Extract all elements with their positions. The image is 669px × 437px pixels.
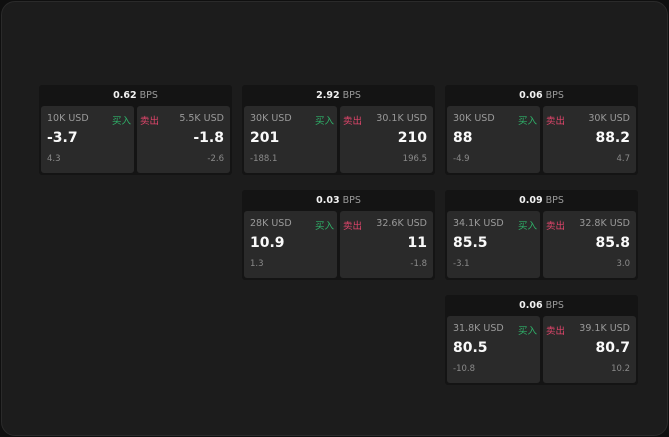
spread-unit: BPS [545,90,564,101]
sell-quote-panel[interactable]: 39.1K USD 卖出 80.7 10.2 [543,316,636,383]
spread-value: 0.06 [519,90,543,101]
buy-size: 34.1K USD [453,218,504,229]
sell-quote-panel[interactable]: 5.5K USD 卖出 -1.8 -2.6 [137,106,230,173]
spread-unit: BPS [342,195,361,206]
sell-label: 卖出 [546,116,566,127]
spread-value: 0.03 [316,195,340,206]
buy-size: 31.8K USD [453,323,504,334]
sell-size: 32.6K USD [376,218,427,229]
sell-quote-panel[interactable]: 32.6K USD 卖出 11 -1.8 [340,211,433,278]
sell-size: 32.8K USD [579,218,630,229]
sell-delta: 4.7 [616,154,630,164]
buy-delta: -188.1 [250,154,278,164]
quote-card: 0.06 BPS 30K USD 买入 88 -4.9 30K USD 卖出 8… [445,85,638,175]
sell-price: 80.7 [595,340,630,356]
sell-label: 卖出 [343,116,363,127]
quote-panels: 34.1K USD 买入 85.5 -3.1 32.8K USD 卖出 85.8… [445,211,638,278]
buy-price: 88 [453,130,473,146]
buy-size: 30K USD [453,113,495,124]
spread-header: 2.92 BPS [242,85,435,106]
buy-price: 10.9 [250,235,285,251]
quote-card: 0.06 BPS 31.8K USD 买入 80.5 -10.8 39.1K U… [445,295,638,385]
quote-panels: 28K USD 买入 10.9 1.3 32.6K USD 卖出 11 -1.8 [242,211,435,278]
sell-quote-panel[interactable]: 32.8K USD 卖出 85.8 3.0 [543,211,636,278]
sell-delta: 10.2 [611,364,630,374]
buy-label: 买入 [314,116,334,127]
buy-quote-panel[interactable]: 30K USD 买入 201 -188.1 [244,106,337,173]
sell-price: 11 [407,235,427,251]
buy-quote-panel[interactable]: 28K USD 买入 10.9 1.3 [244,211,337,278]
buy-quote-panel[interactable]: 10K USD 买入 -3.7 4.3 [41,106,134,173]
buy-size: 30K USD [250,113,292,124]
sell-quote-panel[interactable]: 30.1K USD 卖出 210 196.5 [340,106,433,173]
spread-value: 0.06 [519,300,543,311]
buy-delta: -3.1 [453,259,470,269]
quote-panels: 30K USD 买入 201 -188.1 30.1K USD 卖出 210 1… [242,106,435,173]
buy-delta: 4.3 [47,154,61,164]
spread-value: 2.92 [316,90,340,101]
spread-unit: BPS [545,195,564,206]
sell-price: 210 [397,130,427,146]
sell-label: 卖出 [343,221,363,232]
spread-value: 0.09 [519,195,543,206]
buy-label: 买入 [314,221,334,232]
spread-header: 0.09 BPS [445,190,638,211]
sell-delta: -1.8 [410,259,427,269]
spread-header: 0.06 BPS [445,295,638,316]
buy-delta: -4.9 [453,154,470,164]
buy-price: 201 [250,130,280,146]
buy-price: 80.5 [453,340,488,356]
buy-quote-panel[interactable]: 34.1K USD 买入 85.5 -3.1 [447,211,540,278]
spread-unit: BPS [342,90,361,101]
spread-header: 0.62 BPS [39,85,232,106]
buy-size: 10K USD [47,113,89,124]
buy-size: 28K USD [250,218,292,229]
quote-panels: 31.8K USD 买入 80.5 -10.8 39.1K USD 卖出 80.… [445,316,638,383]
sell-quote-panel[interactable]: 30K USD 卖出 88.2 4.7 [543,106,636,173]
quote-card: 2.92 BPS 30K USD 买入 201 -188.1 30.1K USD… [242,85,435,175]
buy-price: -3.7 [47,130,78,146]
sell-delta: 196.5 [402,154,427,164]
buy-delta: -10.8 [453,364,475,374]
sell-size: 30.1K USD [376,113,427,124]
sell-price: -1.8 [193,130,224,146]
quote-panels: 30K USD 买入 88 -4.9 30K USD 卖出 88.2 4.7 [445,106,638,173]
quote-panels: 10K USD 买入 -3.7 4.3 5.5K USD 卖出 -1.8 -2.… [39,106,232,173]
spread-value: 0.62 [113,90,137,101]
spread-header: 0.03 BPS [242,190,435,211]
buy-price: 85.5 [453,235,488,251]
spread-header: 0.06 BPS [445,85,638,106]
sell-label: 卖出 [140,116,160,127]
buy-label: 买入 [517,116,537,127]
buy-quote-panel[interactable]: 30K USD 买入 88 -4.9 [447,106,540,173]
sell-delta: 3.0 [616,259,630,269]
sell-size: 5.5K USD [179,113,224,124]
spread-unit: BPS [139,90,158,101]
buy-label: 买入 [517,326,537,337]
sell-price: 85.8 [595,235,630,251]
sell-size: 30K USD [588,113,630,124]
sell-label: 卖出 [546,326,566,337]
buy-quote-panel[interactable]: 31.8K USD 买入 80.5 -10.8 [447,316,540,383]
quote-card: 0.62 BPS 10K USD 买入 -3.7 4.3 5.5K USD 卖出… [39,85,232,175]
buy-delta: 1.3 [250,259,264,269]
quote-card: 0.03 BPS 28K USD 买入 10.9 1.3 32.6K USD 卖… [242,190,435,280]
buy-label: 买入 [111,116,131,127]
sell-delta: -2.6 [207,154,224,164]
spread-unit: BPS [545,300,564,311]
buy-label: 买入 [517,221,537,232]
sell-size: 39.1K USD [579,323,630,334]
sell-price: 88.2 [595,130,630,146]
quote-card: 0.09 BPS 34.1K USD 买入 85.5 -3.1 32.8K US… [445,190,638,280]
sell-label: 卖出 [546,221,566,232]
